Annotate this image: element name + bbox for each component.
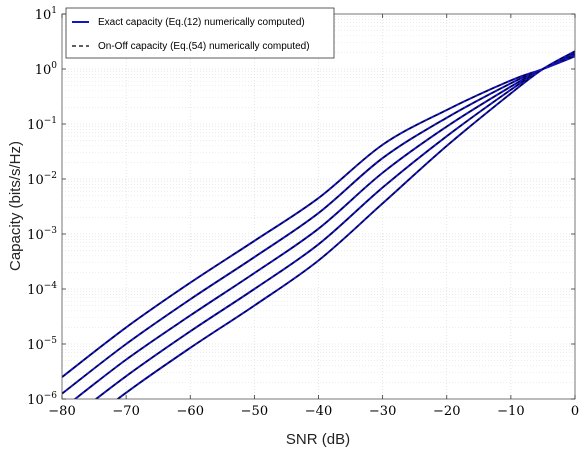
y-tick-label: 10−1 <box>27 116 57 133</box>
x-tick-label: 0 <box>571 404 579 419</box>
y-tick-label: 101 <box>35 6 57 23</box>
y-tick-label: 10−3 <box>27 226 57 243</box>
exact-capacity-curve-4 <box>94 51 575 399</box>
y-tick-label: 100 <box>35 61 58 78</box>
x-tick-label: −40 <box>305 404 332 419</box>
x-tick-label: −80 <box>48 404 75 419</box>
y-tick-label: 10−6 <box>27 391 57 408</box>
legend: Exact capacity (Eq.(12) numerically comp… <box>65 7 335 59</box>
capacity-curves <box>62 50 575 399</box>
onoff-capacity-curve-5 <box>116 50 575 399</box>
legend-label-onoff: On-Off capacity (Eq.(54) numerically com… <box>98 41 310 52</box>
x-axis-label: SNR (dB) <box>286 431 350 448</box>
y-tick-label: 10−2 <box>27 171 57 188</box>
onoff-capacity-curve-1 <box>62 55 575 378</box>
x-tick-label: −30 <box>369 404 396 419</box>
x-tick-label: −60 <box>177 404 204 419</box>
onoff-capacity-curve-2 <box>62 54 575 395</box>
x-tick-label: −50 <box>241 404 268 419</box>
x-axis-ticks: −80 −70 −60 −50 −40 −30 −20 −10 0 <box>48 14 579 419</box>
y-axis-ticks: 10−6 10−5 10−4 10−3 10−2 10−1 100 101 <box>27 6 575 408</box>
onoff-capacity-curve-4 <box>95 51 575 399</box>
legend-label-exact: Exact capacity (Eq.(12) numerically comp… <box>98 17 305 28</box>
legend-box <box>65 7 335 59</box>
x-tick-label: −10 <box>497 404 524 419</box>
onoff-capacity-curve-3 <box>74 53 575 399</box>
y-tick-label: 10−4 <box>27 281 57 298</box>
y-axis-label: Capacity (bits/s/Hz) <box>7 141 24 271</box>
grid-lines <box>62 14 575 399</box>
x-tick-label: −20 <box>433 404 460 419</box>
x-tick-label: −70 <box>112 404 139 419</box>
y-tick-label: 10−5 <box>27 336 57 353</box>
